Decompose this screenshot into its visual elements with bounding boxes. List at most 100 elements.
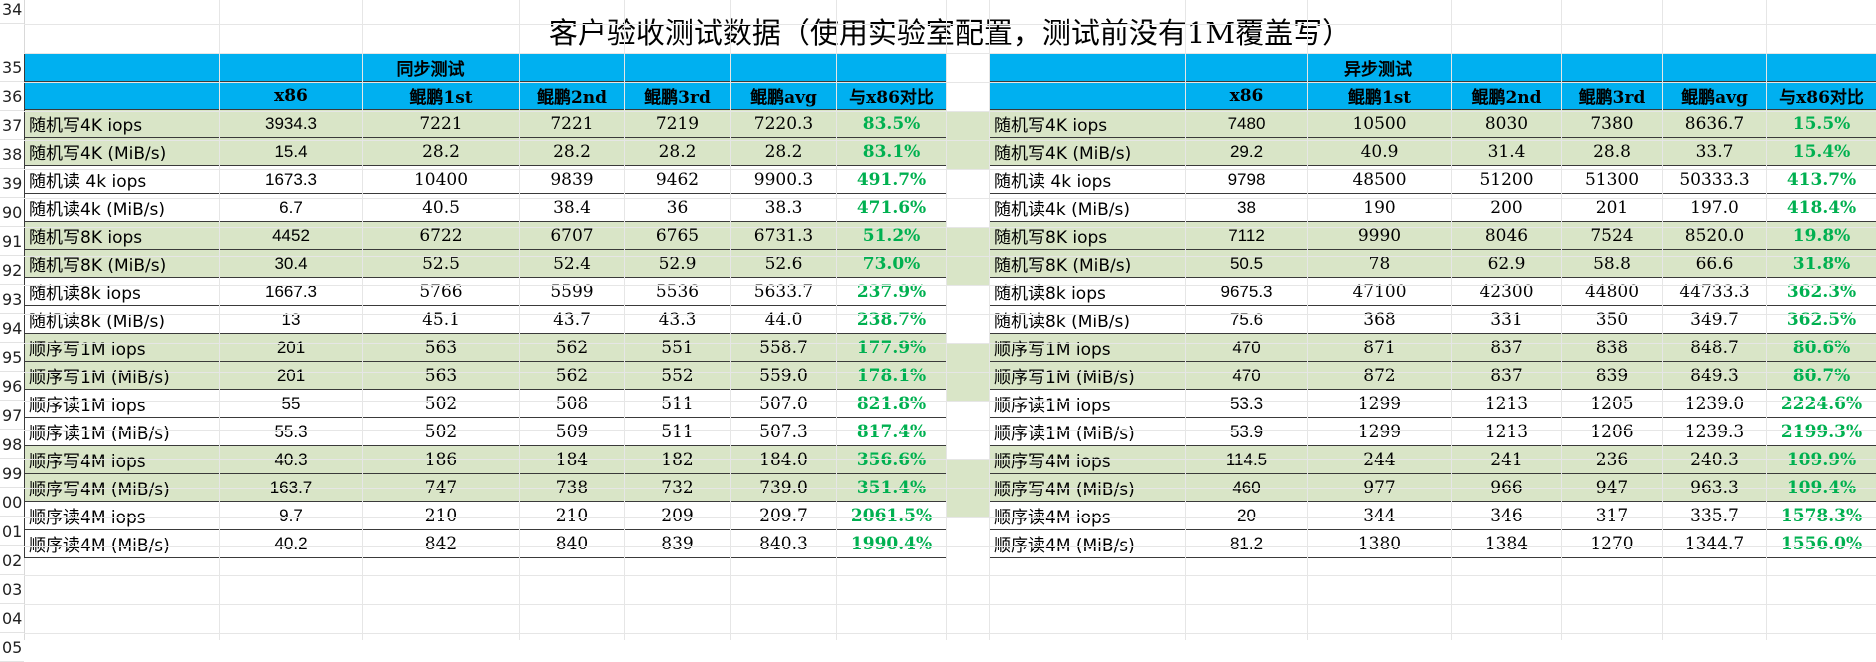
x86-cell[interactable]: 3934.3 [220,110,363,138]
gap-cell[interactable] [946,140,989,169]
kunpeng-avg-cell[interactable]: 558.7 [731,334,837,362]
kunpeng-3rd-col-header[interactable]: 鲲鹏3rd [1562,82,1663,110]
kunpeng-3rd-cell[interactable]: 1205 [1562,390,1663,418]
kunpeng-3rd-cell[interactable]: 552 [625,362,731,390]
kunpeng-1st-cell[interactable]: 40.9 [1308,138,1452,166]
row-label-cell[interactable]: 顺序写1M (MiB/s) [25,362,220,390]
row-label-cell[interactable]: 随机读8k (MiB/s) [25,306,220,334]
x86-cell[interactable]: 50.5 [1186,250,1308,278]
kunpeng-avg-cell[interactable]: 849.3 [1663,362,1767,390]
kunpeng-avg-cell[interactable]: 209.7 [731,502,837,530]
kunpeng-avg-cell[interactable]: 8636.7 [1663,110,1767,138]
kunpeng-2nd-cell[interactable]: 7221 [520,110,625,138]
gap-cell[interactable] [946,372,989,401]
ratio-cell[interactable]: 2224.6% [1767,390,1876,418]
x86-cell[interactable]: 9.7 [220,502,363,530]
row-label-cell[interactable]: 随机写4K iops [25,110,220,138]
kunpeng-avg-cell[interactable]: 507.3 [731,418,837,446]
kunpeng-3rd-cell[interactable]: 28.8 [1562,138,1663,166]
kunpeng-1st-cell[interactable]: 5766 [363,278,520,306]
kunpeng-avg-cell[interactable]: 44733.3 [1663,278,1767,306]
x86-cell[interactable]: 470 [1186,362,1308,390]
row-number[interactable]: 94 [0,314,24,343]
kunpeng-avg-cell[interactable]: 7220.3 [731,110,837,138]
kunpeng-3rd-cell[interactable]: 350 [1562,306,1663,334]
kunpeng-1st-cell[interactable]: 502 [363,390,520,418]
x86-cell[interactable]: 55.3 [220,418,363,446]
ratio-cell[interactable]: 362.3% [1767,278,1876,306]
ratio-cell[interactable]: 73.0% [837,250,947,278]
kunpeng-2nd-cell[interactable]: 1384 [1452,530,1562,558]
ratio-cell[interactable]: 15.5% [1767,110,1876,138]
kunpeng-1st-cell[interactable]: 871 [1308,334,1452,362]
row-label-cell[interactable]: 随机读8k iops [990,278,1186,306]
row-label-cell[interactable]: 顺序读1M (MiB/s) [25,418,220,446]
row-number[interactable]: 98 [0,430,24,459]
row-number[interactable]: 95 [0,343,24,372]
x86-cell[interactable]: 13 [220,306,363,334]
kunpeng-3rd-cell[interactable]: 6765 [625,222,731,250]
row-number[interactable]: 37 [0,111,24,140]
kunpeng-avg-cell[interactable]: 1239.0 [1663,390,1767,418]
kunpeng-1st-col-header[interactable]: 鲲鹏1st [363,82,520,110]
kunpeng-3rd-col-header[interactable]: 鲲鹏3rd [625,82,731,110]
row-number[interactable]: 91 [0,227,24,256]
x86-cell[interactable]: 7480 [1186,110,1308,138]
kunpeng-3rd-cell[interactable]: 839 [625,530,731,558]
ratio-cell[interactable]: 1990.4% [837,530,947,558]
x86-cell[interactable]: 30.4 [220,250,363,278]
gap-cell[interactable] [946,227,989,256]
gap-cell[interactable] [946,314,989,343]
ratio-cell[interactable]: 19.8% [1767,222,1876,250]
x86-cell[interactable]: 15.4 [220,138,363,166]
kunpeng-1st-cell[interactable]: 563 [363,334,520,362]
kunpeng-2nd-cell[interactable]: 42300 [1452,278,1562,306]
x86-cell[interactable]: 55 [220,390,363,418]
kunpeng-3rd-cell[interactable]: 511 [625,390,731,418]
kunpeng-1st-cell[interactable]: 563 [363,362,520,390]
x86-cell[interactable]: 20 [1186,502,1308,530]
ratio-cell[interactable]: 80.6% [1767,334,1876,362]
row-label-cell[interactable]: 顺序读4M (MiB/s) [25,530,220,558]
gap-cell[interactable] [946,256,989,285]
kunpeng-1st-cell[interactable]: 7221 [363,110,520,138]
ratio-cell[interactable]: 83.1% [837,138,947,166]
gap-cell[interactable] [946,546,989,575]
ratio-cell[interactable]: 817.4% [837,418,947,446]
row-label-cell[interactable]: 随机写4K (MiB/s) [990,138,1186,166]
kunpeng-3rd-cell[interactable]: 551 [625,334,731,362]
ratio-cell[interactable]: 821.8% [837,390,947,418]
kunpeng-3rd-cell[interactable]: 5536 [625,278,731,306]
kunpeng-1st-cell[interactable]: 28.2 [363,138,520,166]
ratio-cell[interactable]: 2199.3% [1767,418,1876,446]
x86-cell[interactable]: 7112 [1186,222,1308,250]
gap-cell[interactable] [946,401,989,430]
row-label-cell[interactable]: 顺序读4M iops [990,502,1186,530]
kunpeng-2nd-cell[interactable]: 8046 [1452,222,1562,250]
x86-col-header[interactable]: x86 [220,82,363,110]
row-number[interactable]: 03 [0,575,24,604]
kunpeng-1st-cell[interactable]: 45.1 [363,306,520,334]
x86-cell[interactable]: 81.2 [1186,530,1308,558]
row-label-cell[interactable]: 随机写4K (MiB/s) [25,138,220,166]
ratio-col-header[interactable]: 与x86对比 [837,82,947,110]
kunpeng-1st-cell[interactable]: 47100 [1308,278,1452,306]
row-number[interactable]: 02 [0,546,24,575]
header-blank-cell[interactable] [1767,54,1876,82]
kunpeng-2nd-cell[interactable]: 837 [1452,362,1562,390]
kunpeng-3rd-cell[interactable]: 209 [625,502,731,530]
ratio-cell[interactable]: 1578.3% [1767,502,1876,530]
kunpeng-2nd-cell[interactable]: 562 [520,334,625,362]
ratio-cell[interactable]: 15.4% [1767,138,1876,166]
header-blank-cell[interactable] [837,54,947,82]
kunpeng-avg-col-header[interactable]: 鲲鹏avg [1663,82,1767,110]
kunpeng-2nd-cell[interactable]: 331 [1452,306,1562,334]
kunpeng-avg-cell[interactable]: 8520.0 [1663,222,1767,250]
x86-cell[interactable]: 9675.3 [1186,278,1308,306]
kunpeng-avg-cell[interactable]: 28.2 [731,138,837,166]
kunpeng-avg-cell[interactable]: 66.6 [1663,250,1767,278]
kunpeng-2nd-cell[interactable]: 43.7 [520,306,625,334]
kunpeng-1st-cell[interactable]: 10500 [1308,110,1452,138]
row-number[interactable]: 38 [0,140,24,169]
row-number[interactable]: 35 [0,53,24,82]
